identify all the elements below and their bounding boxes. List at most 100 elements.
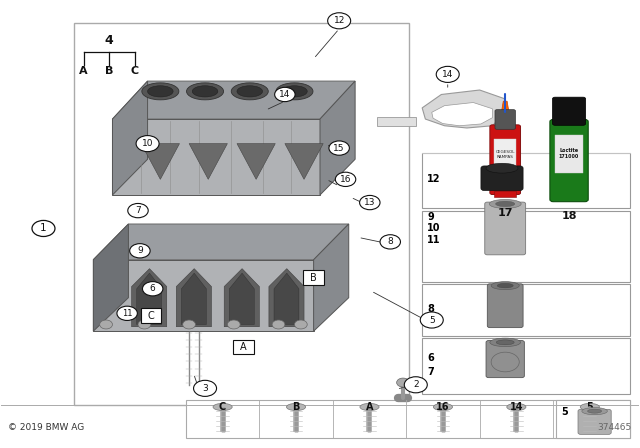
Ellipse shape xyxy=(213,403,232,410)
Text: A: A xyxy=(79,66,88,76)
FancyBboxPatch shape xyxy=(422,284,630,336)
Polygon shape xyxy=(274,273,299,324)
FancyBboxPatch shape xyxy=(422,338,630,394)
Polygon shape xyxy=(501,101,509,112)
Text: 10: 10 xyxy=(142,139,154,148)
Polygon shape xyxy=(378,117,416,126)
Ellipse shape xyxy=(588,409,602,413)
Ellipse shape xyxy=(282,86,307,97)
Text: 15: 15 xyxy=(333,143,345,153)
Text: B: B xyxy=(292,402,300,412)
Circle shape xyxy=(130,244,150,258)
Text: 374465: 374465 xyxy=(597,423,632,432)
Polygon shape xyxy=(113,81,148,195)
Circle shape xyxy=(182,320,195,329)
FancyBboxPatch shape xyxy=(495,110,515,129)
Circle shape xyxy=(136,136,159,152)
Polygon shape xyxy=(93,224,349,260)
Text: B: B xyxy=(310,272,317,283)
Text: 7: 7 xyxy=(428,367,434,377)
Ellipse shape xyxy=(186,83,223,100)
Text: 12: 12 xyxy=(333,16,345,25)
Ellipse shape xyxy=(231,83,268,100)
Polygon shape xyxy=(141,144,179,179)
Ellipse shape xyxy=(495,201,515,207)
Text: 2: 2 xyxy=(413,380,419,389)
Ellipse shape xyxy=(360,403,379,410)
Ellipse shape xyxy=(148,86,173,97)
Text: 1: 1 xyxy=(40,224,47,233)
Polygon shape xyxy=(189,144,227,179)
Text: 4: 4 xyxy=(105,34,114,47)
Polygon shape xyxy=(314,224,349,331)
FancyBboxPatch shape xyxy=(552,97,586,125)
Circle shape xyxy=(143,282,163,296)
Text: A: A xyxy=(240,342,246,352)
Text: 16: 16 xyxy=(436,402,450,412)
FancyBboxPatch shape xyxy=(481,166,523,190)
Text: 5: 5 xyxy=(586,402,593,412)
Circle shape xyxy=(294,320,307,329)
Circle shape xyxy=(32,220,55,237)
Text: C: C xyxy=(131,66,139,76)
FancyBboxPatch shape xyxy=(487,284,523,327)
Text: 14: 14 xyxy=(442,70,453,79)
Text: © 2019 BMW AG: © 2019 BMW AG xyxy=(8,423,84,432)
Text: 13: 13 xyxy=(364,198,376,207)
Ellipse shape xyxy=(142,83,179,100)
Ellipse shape xyxy=(496,340,514,345)
FancyBboxPatch shape xyxy=(186,401,630,439)
Circle shape xyxy=(272,320,285,329)
Polygon shape xyxy=(422,90,505,128)
Text: 8: 8 xyxy=(387,237,393,246)
Circle shape xyxy=(397,378,410,387)
FancyBboxPatch shape xyxy=(141,308,161,323)
Circle shape xyxy=(335,172,356,186)
Circle shape xyxy=(100,320,113,329)
Text: 10: 10 xyxy=(428,224,441,233)
Text: 8: 8 xyxy=(428,304,434,314)
FancyBboxPatch shape xyxy=(486,340,524,378)
Ellipse shape xyxy=(490,338,520,347)
Polygon shape xyxy=(93,260,314,331)
Text: 6: 6 xyxy=(150,284,156,293)
Text: 14: 14 xyxy=(509,402,523,412)
Circle shape xyxy=(380,235,401,249)
Text: CEGESOL
RAMPAS: CEGESOL RAMPAS xyxy=(495,151,515,159)
FancyBboxPatch shape xyxy=(578,409,611,435)
FancyBboxPatch shape xyxy=(550,120,588,202)
Circle shape xyxy=(275,87,295,102)
Circle shape xyxy=(138,320,151,329)
Polygon shape xyxy=(137,273,162,324)
Text: 7: 7 xyxy=(135,206,141,215)
Ellipse shape xyxy=(433,403,452,410)
Bar xyxy=(494,139,516,170)
Circle shape xyxy=(360,195,380,210)
Polygon shape xyxy=(181,273,206,324)
Ellipse shape xyxy=(237,86,262,97)
Ellipse shape xyxy=(582,408,607,415)
Circle shape xyxy=(128,203,148,218)
Polygon shape xyxy=(229,273,254,324)
Text: 9: 9 xyxy=(428,212,434,222)
Polygon shape xyxy=(269,269,304,327)
Bar xyxy=(494,190,516,197)
Polygon shape xyxy=(113,81,355,119)
Circle shape xyxy=(436,66,460,82)
Text: B: B xyxy=(105,66,113,76)
Circle shape xyxy=(329,141,349,155)
Ellipse shape xyxy=(497,284,513,288)
Ellipse shape xyxy=(491,282,519,290)
Text: Loctite
171000: Loctite 171000 xyxy=(559,148,579,159)
Text: 5: 5 xyxy=(429,315,435,324)
Text: 6: 6 xyxy=(428,353,434,363)
Circle shape xyxy=(227,320,240,329)
FancyBboxPatch shape xyxy=(233,340,253,354)
Polygon shape xyxy=(132,269,167,327)
Polygon shape xyxy=(176,269,211,327)
FancyBboxPatch shape xyxy=(484,202,525,255)
Text: C: C xyxy=(147,310,154,321)
Polygon shape xyxy=(432,103,492,126)
Text: C: C xyxy=(219,402,226,412)
Circle shape xyxy=(328,13,351,29)
